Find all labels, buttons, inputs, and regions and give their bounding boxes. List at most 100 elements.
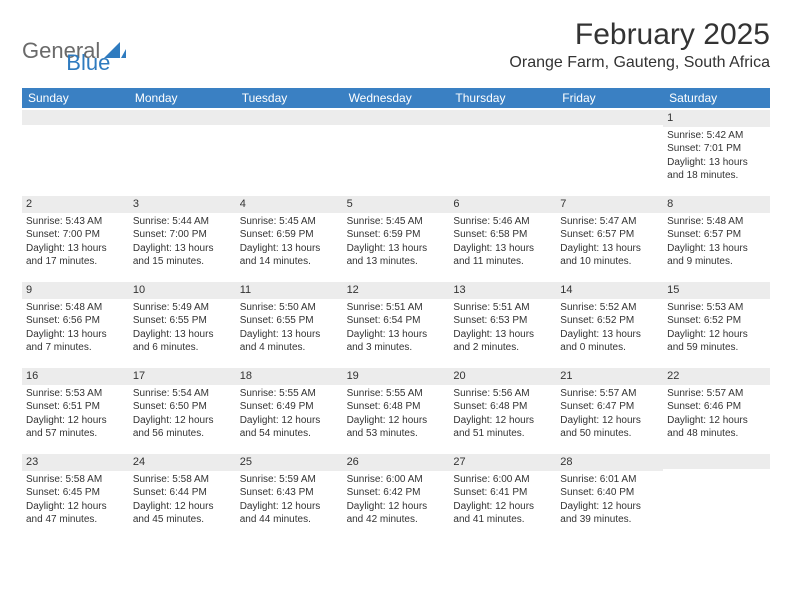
calendar-cell: 27Sunrise: 6:00 AMSunset: 6:41 PMDayligh…: [449, 452, 556, 538]
calendar-cell: 7Sunrise: 5:47 AMSunset: 6:57 PMDaylight…: [556, 194, 663, 280]
weekday-tuesday: Tuesday: [236, 88, 343, 108]
cell-text: Sunrise: 5:56 AM: [453, 387, 552, 401]
calendar-cell: 6 Sunrise: 5:46 AMSunset: 6:58 PMDaylight…: [449, 194, 556, 280]
cell-text: Daylight: 12 hours and 53 minutes.: [347, 414, 446, 441]
day-number: 9: [22, 282, 129, 299]
cell-text: Sunrise: 6:01 AM: [560, 473, 659, 487]
day-number: 6: [449, 196, 556, 213]
cell-text: Daylight: 13 hours and 6 minutes.: [133, 328, 232, 355]
calendar-rows: 1Sunrise: 5:42 AMSunset: 7:01 PMDaylight…: [22, 108, 770, 538]
weekday-sunday: Sunday: [22, 88, 129, 108]
cell-text: Sunrise: 5:46 AM: [453, 215, 552, 229]
cell-text: Sunset: 7:00 PM: [133, 228, 232, 242]
calendar-cell: 13Sunrise: 5:51 AMSunset: 6:53 PMDayligh…: [449, 280, 556, 366]
cell-text: Daylight: 12 hours and 45 minutes.: [133, 500, 232, 527]
weekday-friday: Friday: [556, 88, 663, 108]
calendar-cell: 5 Sunrise: 5:45 AMSunset: 6:59 PMDaylight…: [343, 194, 450, 280]
calendar-row: 23Sunrise: 5:58 AMSunset: 6:45 PMDayligh…: [22, 452, 770, 538]
calendar-cell: [22, 108, 129, 194]
cell-text: Sunrise: 6:00 AM: [453, 473, 552, 487]
location-label: Orange Farm, Gauteng, South Africa: [509, 54, 770, 72]
day-number: 19: [343, 368, 450, 385]
calendar-cell: 20Sunrise: 5:56 AMSunset: 6:48 PMDayligh…: [449, 366, 556, 452]
cell-text: Daylight: 13 hours and 11 minutes.: [453, 242, 552, 269]
calendar-cell: 28Sunrise: 6:01 AMSunset: 6:40 PMDayligh…: [556, 452, 663, 538]
cell-text: Daylight: 13 hours and 17 minutes.: [26, 242, 125, 269]
cell-text: Sunset: 7:00 PM: [26, 228, 125, 242]
cell-text: Sunrise: 5:54 AM: [133, 387, 232, 401]
cell-text: Daylight: 13 hours and 13 minutes.: [347, 242, 446, 269]
day-number: [343, 110, 450, 125]
day-number: 2: [22, 196, 129, 213]
cell-text: Sunset: 6:58 PM: [453, 228, 552, 242]
cell-text: Daylight: 12 hours and 47 minutes.: [26, 500, 125, 527]
header: General Blue February 2025 Orange Farm, …: [22, 18, 770, 76]
calendar-cell: 16Sunrise: 5:53 AMSunset: 6:51 PMDayligh…: [22, 366, 129, 452]
cell-text: Sunrise: 5:51 AM: [347, 301, 446, 315]
cell-text: Sunset: 6:48 PM: [347, 400, 446, 414]
calendar-cell: 19 Sunrise: 5:55 AMSunset: 6:48 PMDayligh…: [343, 366, 450, 452]
calendar-row: 2Sunrise: 5:43 AMSunset: 7:00 PMDaylight…: [22, 194, 770, 280]
cell-text: Sunset: 6:42 PM: [347, 486, 446, 500]
cell-text: Daylight: 12 hours and 59 minutes.: [667, 328, 766, 355]
day-number: [663, 454, 770, 469]
cell-text: Sunset: 7:01 PM: [667, 142, 766, 156]
calendar-cell: 9Sunrise: 5:48 AMSunset: 6:56 PMDaylight…: [22, 280, 129, 366]
cell-text: Sunset: 6:50 PM: [133, 400, 232, 414]
cell-text: Daylight: 12 hours and 56 minutes.: [133, 414, 232, 441]
cell-text: Sunset: 6:59 PM: [240, 228, 339, 242]
cell-text: Sunset: 6:52 PM: [560, 314, 659, 328]
calendar-cell: 25Sunrise: 5:59 AMSunset: 6:43 PMDayligh…: [236, 452, 343, 538]
day-number: 5: [343, 196, 450, 213]
day-number: 14: [556, 282, 663, 299]
cell-text: Sunrise: 5:52 AM: [560, 301, 659, 315]
cell-text: Sunrise: 6:00 AM: [347, 473, 446, 487]
cell-text: Sunrise: 5:45 AM: [347, 215, 446, 229]
cell-text: Daylight: 12 hours and 57 minutes.: [26, 414, 125, 441]
cell-text: Sunrise: 5:57 AM: [560, 387, 659, 401]
calendar-cell: 8Sunrise: 5:48 AMSunset: 6:57 PMDaylight…: [663, 194, 770, 280]
calendar-cell: 22Sunrise: 5:57 AMSunset: 6:46 PMDayligh…: [663, 366, 770, 452]
cell-text: Sunset: 6:44 PM: [133, 486, 232, 500]
day-number: 28: [556, 454, 663, 471]
cell-text: Sunset: 6:59 PM: [347, 228, 446, 242]
cell-text: Sunrise: 5:44 AM: [133, 215, 232, 229]
cell-text: Daylight: 13 hours and 10 minutes.: [560, 242, 659, 269]
day-number: [22, 110, 129, 125]
cell-text: Sunset: 6:57 PM: [667, 228, 766, 242]
cell-text: Sunset: 6:51 PM: [26, 400, 125, 414]
day-number: 1: [663, 110, 770, 127]
calendar-row: 16Sunrise: 5:53 AMSunset: 6:51 PMDayligh…: [22, 366, 770, 452]
calendar-cell: [236, 108, 343, 194]
cell-text: Daylight: 12 hours and 50 minutes.: [560, 414, 659, 441]
calendar-cell: 2Sunrise: 5:43 AMSunset: 7:00 PMDaylight…: [22, 194, 129, 280]
cell-text: Sunrise: 5:47 AM: [560, 215, 659, 229]
day-number: 10: [129, 282, 236, 299]
cell-text: Daylight: 13 hours and 18 minutes.: [667, 156, 766, 183]
cell-text: Sunset: 6:49 PM: [240, 400, 339, 414]
calendar-cell: 26Sunrise: 6:00 AMSunset: 6:42 PMDayligh…: [343, 452, 450, 538]
day-number: [449, 110, 556, 125]
cell-text: Sunset: 6:55 PM: [240, 314, 339, 328]
title-block: February 2025 Orange Farm, Gauteng, Sout…: [509, 18, 770, 72]
cell-text: Sunset: 6:57 PM: [560, 228, 659, 242]
cell-text: Daylight: 13 hours and 9 minutes.: [667, 242, 766, 269]
day-number: 20: [449, 368, 556, 385]
cell-text: Sunset: 6:56 PM: [26, 314, 125, 328]
page-title: February 2025: [509, 18, 770, 52]
cell-text: Daylight: 13 hours and 7 minutes.: [26, 328, 125, 355]
cell-text: Sunrise: 5:53 AM: [26, 387, 125, 401]
day-number: 17: [129, 368, 236, 385]
cell-text: Sunrise: 5:42 AM: [667, 129, 766, 143]
day-number: 27: [449, 454, 556, 471]
cell-text: Sunrise: 5:45 AM: [240, 215, 339, 229]
cell-text: Sunrise: 5:58 AM: [26, 473, 125, 487]
calendar-cell: 24Sunrise: 5:58 AMSunset: 6:44 PMDayligh…: [129, 452, 236, 538]
cell-text: Sunrise: 5:55 AM: [347, 387, 446, 401]
calendar: Sunday Monday Tuesday Wednesday Thursday…: [22, 88, 770, 538]
day-number: 3: [129, 196, 236, 213]
cell-text: Sunrise: 5:58 AM: [133, 473, 232, 487]
day-number: 21: [556, 368, 663, 385]
cell-text: Sunrise: 5:55 AM: [240, 387, 339, 401]
cell-text: Daylight: 12 hours and 41 minutes.: [453, 500, 552, 527]
